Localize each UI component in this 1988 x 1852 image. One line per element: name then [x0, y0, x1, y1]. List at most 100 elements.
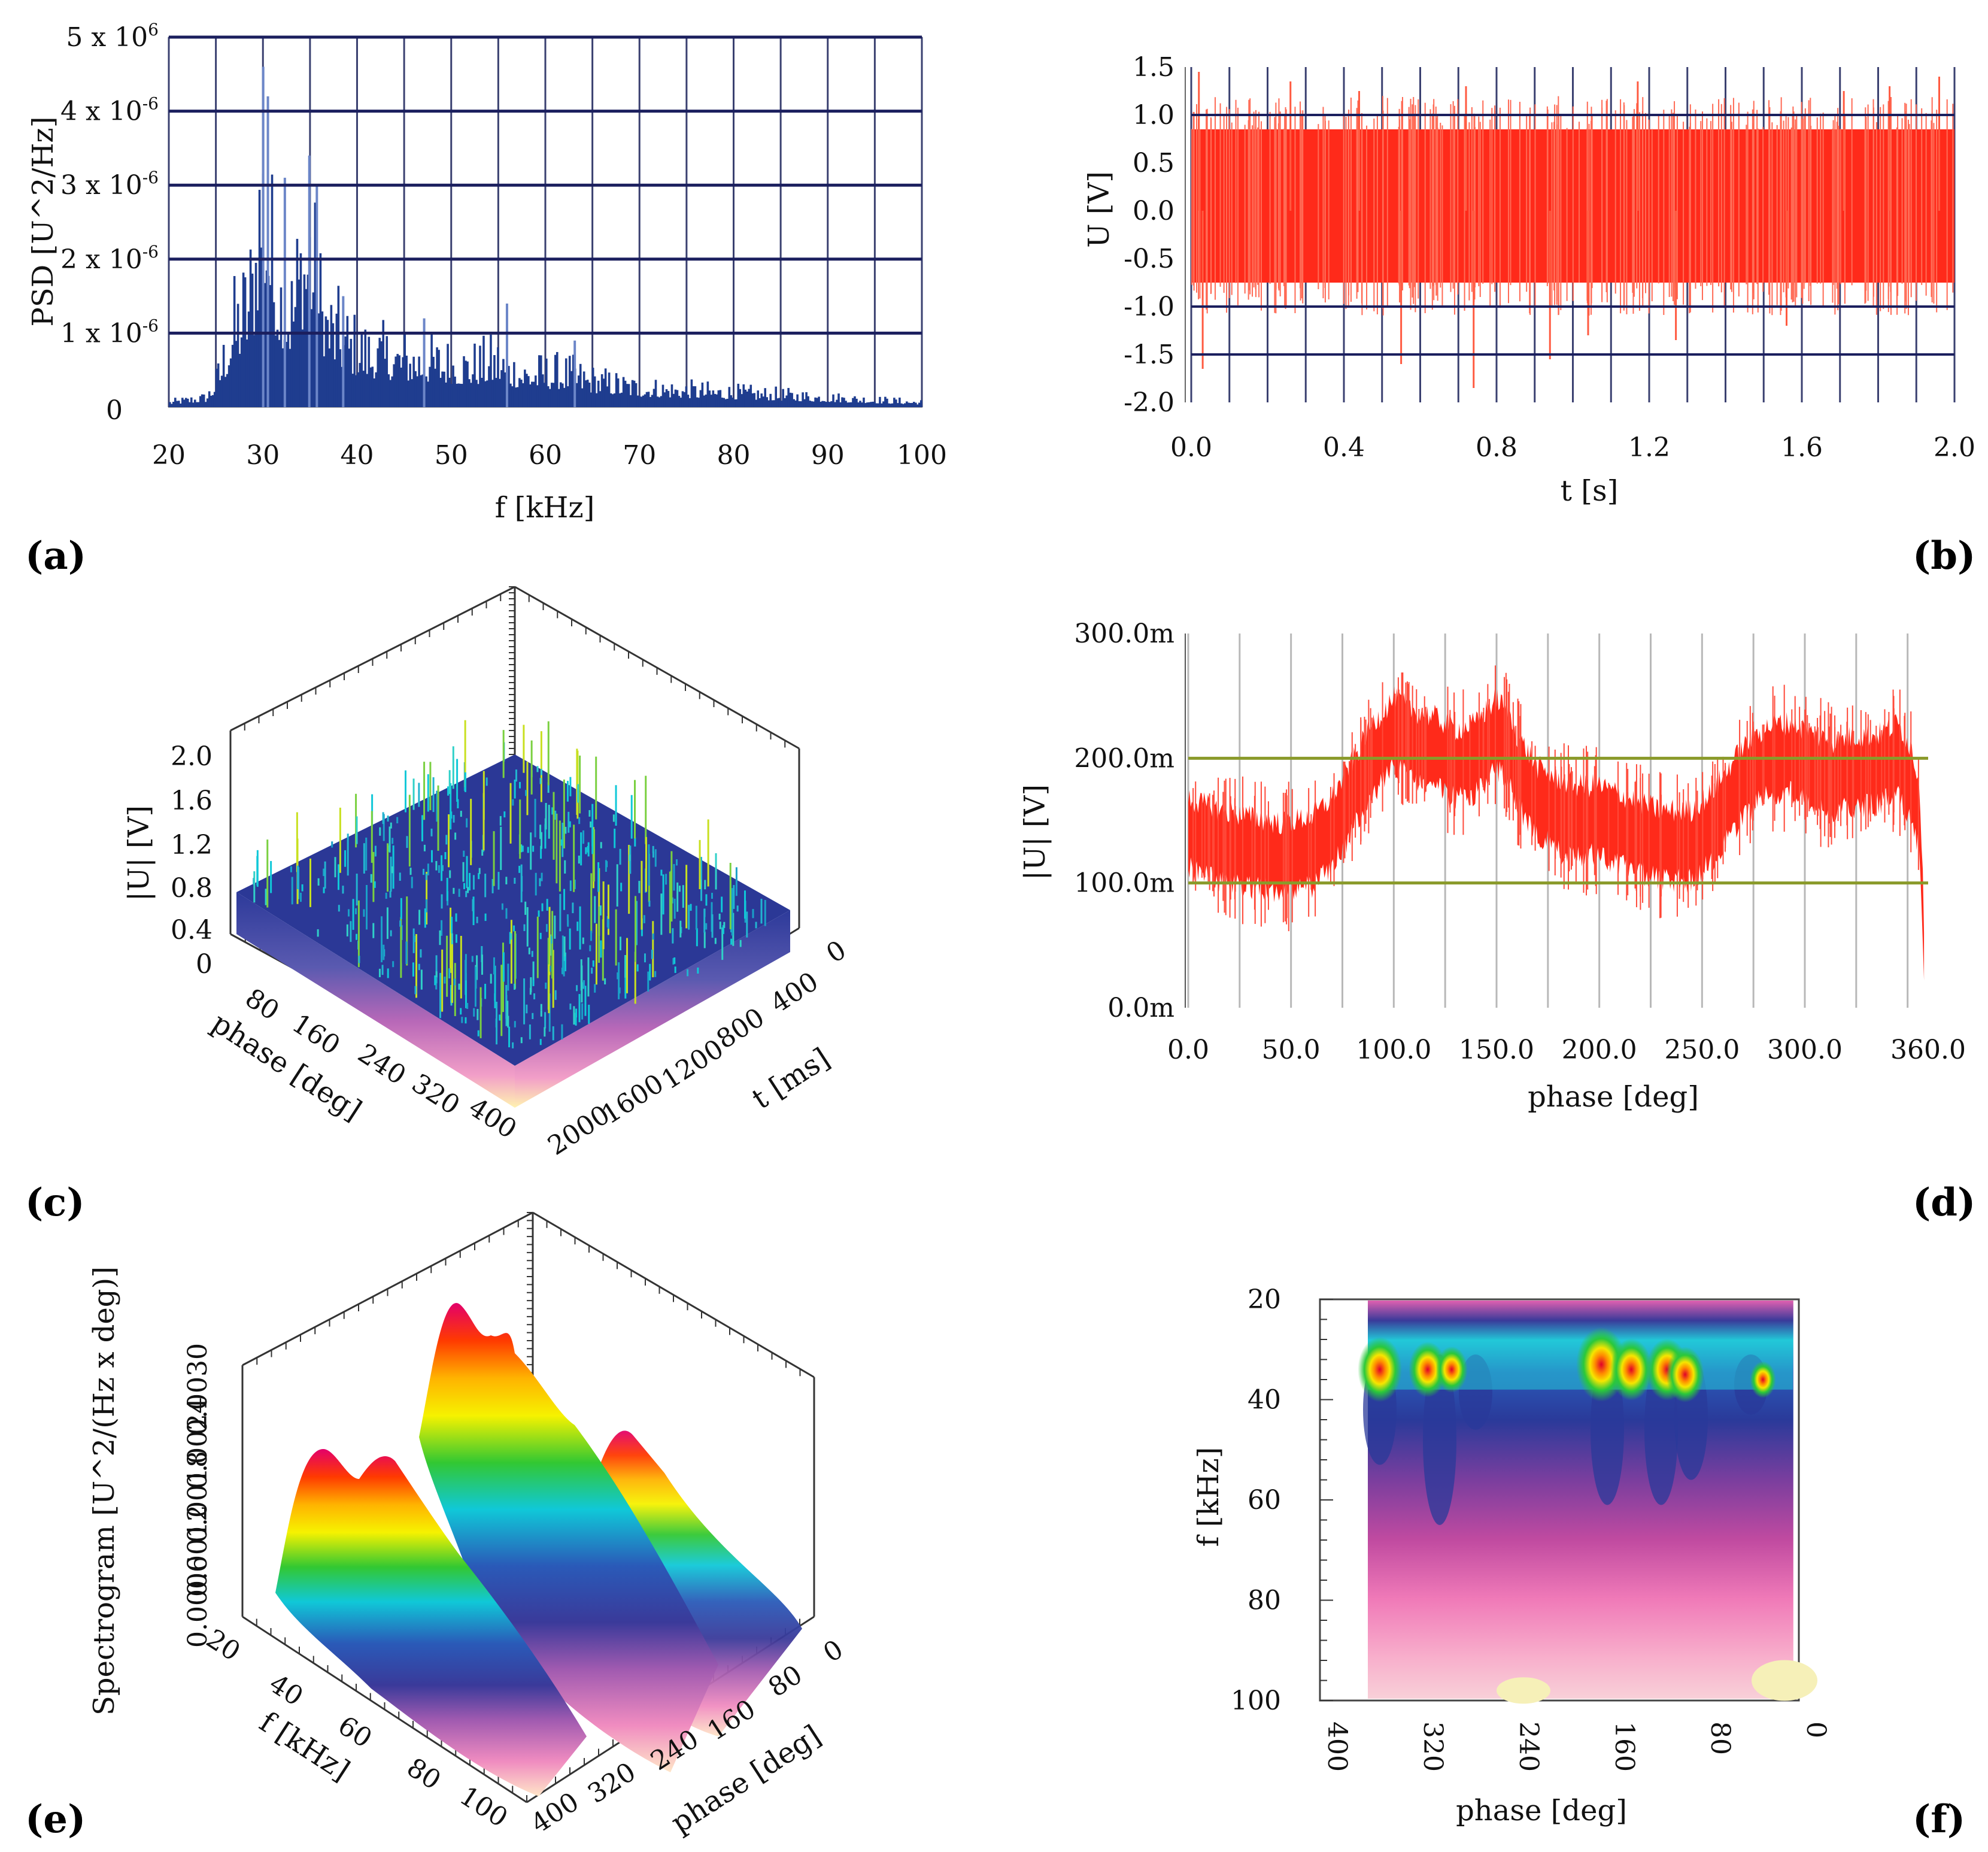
psd-bar: [749, 384, 752, 407]
psd-bar: [360, 334, 363, 407]
psd-bar: [502, 359, 505, 407]
heat-column: [1502, 1301, 1507, 1699]
psd-bar: [579, 363, 582, 407]
heat-column: [1665, 1301, 1670, 1699]
psd-bar: [861, 402, 863, 407]
psd-bar: [258, 190, 261, 407]
psd-bar: [570, 371, 573, 407]
psd-bar: [733, 399, 736, 407]
heat-column: [1368, 1301, 1372, 1699]
heat-column: [1470, 1301, 1475, 1699]
panel-f-x-tick-label: 0: [1801, 1721, 1831, 1738]
psd-bar: [179, 403, 182, 407]
psd-bar: [439, 378, 442, 407]
panel-d-threshold-lines: [1188, 756, 1928, 885]
psd-bar: [785, 395, 788, 407]
psd-bar: [577, 375, 580, 407]
panel-a-y-tick-exp: -6: [142, 94, 159, 114]
psd-bar: [244, 277, 247, 407]
psd-bar: [461, 384, 463, 407]
panel-b-y-tick-label: -1.5: [1124, 340, 1174, 370]
psd-bar: [330, 305, 333, 407]
psd-bar: [566, 386, 569, 407]
psd-peak-bar: [573, 340, 576, 407]
psd-bar: [820, 401, 822, 407]
psd-bar: [753, 393, 756, 407]
heat-column: [1474, 1301, 1479, 1699]
heat-column: [1637, 1301, 1641, 1699]
heat-column: [1477, 1301, 1482, 1699]
heat-column: [1711, 1301, 1716, 1699]
heat-column: [1538, 1301, 1542, 1699]
panel-b-x-tick-labels: 0.0 0.4 0.8 1.2 1.6 2.0: [1170, 432, 1975, 463]
heat-column: [1378, 1301, 1383, 1699]
psd-bar: [190, 397, 193, 407]
psd-bar: [846, 402, 849, 407]
psd-bar: [836, 399, 838, 407]
panel-d-x-tick-label: 200.0: [1562, 1035, 1637, 1065]
psd-bar: [864, 403, 867, 407]
psd-bar: [552, 383, 555, 407]
psd-bar: [350, 338, 353, 407]
psd-bar: [281, 348, 284, 407]
psd-bar: [837, 393, 840, 407]
psd-bar: [254, 262, 257, 407]
psd-bar: [299, 253, 302, 407]
psd-bar: [377, 348, 380, 407]
psd-bar: [238, 353, 241, 407]
psd-bar: [229, 358, 232, 407]
panel-a-x-tick-label: 30: [246, 440, 280, 471]
psd-bar: [375, 372, 378, 407]
psd-bar: [547, 386, 550, 407]
psd-bar: [557, 389, 560, 407]
panel-b-y-tick-label: -1.0: [1124, 292, 1174, 322]
psd-bar: [450, 384, 453, 407]
psd-bar: [816, 398, 818, 407]
psd-bar: [807, 396, 809, 407]
psd-bar: [622, 377, 625, 407]
heat-column: [1725, 1301, 1730, 1699]
psd-bar: [692, 386, 695, 407]
psd-bar: [378, 338, 381, 407]
heat-column: [1704, 1301, 1708, 1699]
panel-a-y-tick-exp: -6: [142, 242, 159, 262]
psd-bar: [663, 392, 666, 407]
psd-bar: [604, 368, 607, 407]
psd-bar: [857, 402, 860, 407]
psd-bar: [784, 398, 786, 407]
panel-c-surface-spikes: [253, 720, 766, 1048]
psd-bar: [685, 386, 688, 407]
heat-hot-spot: [1750, 1361, 1776, 1398]
psd-bar: [748, 389, 751, 407]
panel-c-z-tick: 0: [196, 949, 213, 980]
psd-bar: [500, 370, 503, 407]
heat-column: [1513, 1301, 1517, 1699]
psd-bar: [904, 403, 906, 407]
psd-bar: [645, 392, 648, 407]
panel-c-z-axis-label: |U| [V]: [122, 805, 156, 901]
psd-bar: [834, 402, 836, 407]
psd-bar: [414, 371, 417, 407]
psd-bar: [256, 310, 259, 407]
heat-column: [1732, 1301, 1737, 1699]
heat-column: [1753, 1301, 1758, 1699]
panel-a-y-tick-label: 1 x 10-6: [60, 316, 159, 348]
psd-bar: [906, 401, 908, 407]
psd-bar: [210, 395, 213, 407]
psd-bar: [348, 348, 351, 407]
psd-bar: [559, 382, 562, 407]
psd-bar: [773, 400, 775, 407]
psd-bar: [394, 356, 397, 407]
psd-bar: [236, 304, 239, 407]
heat-column: [1389, 1301, 1394, 1699]
panel-f-x-tick-label: 320: [1418, 1721, 1448, 1772]
psd-bar: [217, 363, 220, 407]
psd-bar: [208, 391, 211, 407]
psd-peak-bar: [266, 96, 269, 407]
panel-e-x-tick: 40: [264, 1668, 309, 1712]
psd-bar: [775, 386, 777, 407]
panel-f-x-tick-label: 80: [1705, 1721, 1735, 1755]
heat-column: [1495, 1301, 1500, 1699]
panel-d-label: (d): [1913, 1180, 1975, 1225]
heat-column: [1531, 1301, 1535, 1699]
